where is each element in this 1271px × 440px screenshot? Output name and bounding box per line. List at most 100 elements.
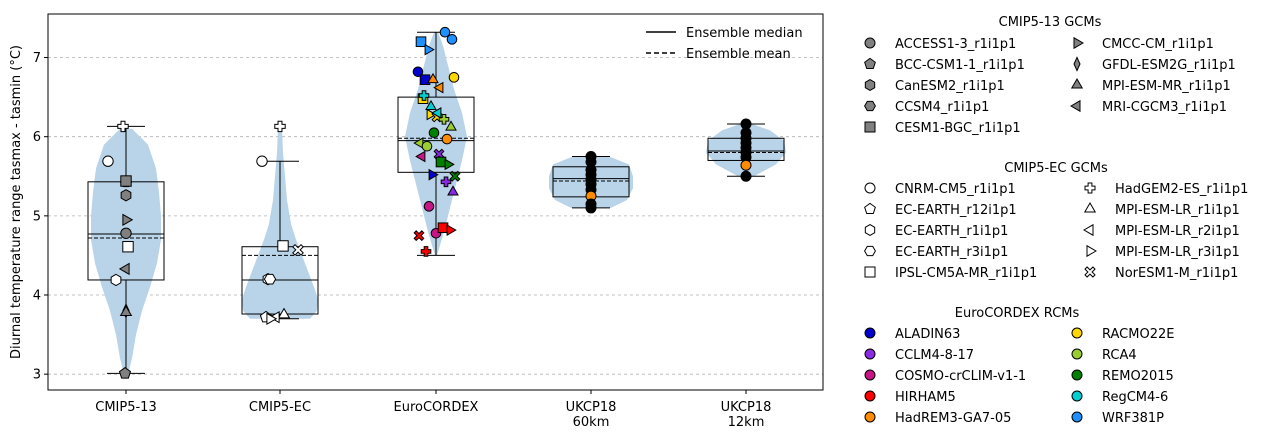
point-ukcp18-12km	[740, 159, 752, 171]
y-tick-label: 7	[33, 51, 41, 66]
point-CESM1-BGC_r1i1p1	[120, 175, 132, 187]
point-BCC-CSM1-1_r1i1p1	[118, 366, 132, 379]
legend-3: EuroCORDEX RCMs ALADIN63 CCLM4-8-17 COSMO-c…	[864, 306, 1174, 426]
point-REMO2015	[428, 127, 440, 139]
point-RCA4	[445, 120, 457, 131]
legend-label: MPI-ESM-LR_r2i1p1	[1115, 224, 1240, 239]
mean-legend-label: Ensemble mean	[686, 47, 791, 62]
point-ALADIN63	[412, 66, 424, 78]
data-points	[102, 26, 752, 379]
legend-label: CMCC-CM_r1i1p1	[1102, 37, 1214, 52]
legend-marker	[1070, 78, 1084, 89]
legend-label: CanESM2_r1i1p1	[895, 79, 1005, 94]
point-RegCM4-6	[431, 107, 442, 119]
legend-marker	[1070, 99, 1081, 113]
legend-marker	[1084, 182, 1096, 194]
legend-label: HadREM3-GA7-05	[895, 411, 1011, 426]
legend-marker	[864, 369, 876, 381]
legend-label: CNRM-CM5_r1i1p1	[895, 182, 1016, 197]
legend-label: REMO2015	[1102, 369, 1174, 384]
legend-marker	[864, 79, 876, 91]
point-HadREM3-GA7-05	[441, 133, 453, 145]
legend-label: COSMO-crCLIM-v1-1	[895, 369, 1026, 384]
x-tick-label: EuroCORDEX	[394, 400, 479, 415]
point-COSMO-crCLIM-v1-1	[423, 201, 435, 212]
point-REMO2015	[449, 170, 461, 182]
point-RegCM4-6	[418, 90, 430, 101]
point-IPSL-CM5A-MR_r1i1p1	[277, 240, 289, 252]
point-CCLM4-8-17	[440, 176, 452, 188]
box	[397, 96, 475, 173]
legend-label: BCC-CSM1-1_r1i1p1	[895, 58, 1025, 73]
y-tick-label: 5	[33, 209, 41, 224]
point-WRF381P	[415, 36, 427, 48]
legend-marker	[864, 390, 876, 402]
legend-marker	[864, 411, 876, 423]
ensemble-legend: Ensemble median Ensemble mean	[646, 26, 803, 62]
point-WRF381P	[439, 26, 451, 38]
point-REMO2015	[435, 156, 447, 168]
legend-label: RACMO22E	[1102, 327, 1174, 342]
y-tick-label: 4	[33, 289, 41, 304]
legend-marker	[1073, 56, 1081, 72]
legend-label: CCSM4_r1i1p1	[895, 100, 989, 115]
legend-marker	[1071, 390, 1083, 402]
x-tick-label: CMIP5-EC	[249, 400, 311, 415]
y-axis-label: Diurnal temperature range tasmax - tasmi…	[9, 45, 24, 359]
point-MPI-ESM-MR_r1i1p1	[119, 305, 133, 317]
point-CCLM4-8-17	[447, 185, 459, 196]
point-HadREM3-GA7-05	[433, 81, 444, 94]
legend-label: MPI-ESM-MR_r1i1p1	[1102, 79, 1231, 94]
point-MPI-ESM-LR_r3i1p1	[266, 312, 278, 325]
legend-title: CMIP5-EC GCMs	[1004, 161, 1108, 176]
legend-label: CESM1-BGC_r1i1p1	[895, 121, 1021, 136]
point-ukcp18-12km	[740, 170, 752, 182]
point-RCA4	[421, 140, 433, 152]
legend-title: CMIP5-13 GCMs	[999, 15, 1102, 30]
legend-label: EC-EARTH_r3i1p1	[895, 245, 1008, 260]
legend-label: NorESM1-M_r1i1p1	[1115, 266, 1238, 281]
legend-label: ACCESS1-3_r1i1p1	[895, 37, 1016, 52]
point-HadGEM2-ES_r1i1p1	[117, 120, 129, 133]
legend-1: CMIP5-13 GCMs ACCESS1-3_r1i1p1 BCC-CSM1-1_…	[864, 15, 1236, 136]
legend-label: MPI-ESM-LR_r1i1p1	[1115, 203, 1240, 218]
y-axis: 3 4 5 6 7 Diurnal temperature range tasmax - …	[9, 45, 48, 383]
legend-2: CMIP5-EC GCMs CNRM-CM5_r1i1p1 EC-EARTH_r12…	[864, 161, 1248, 281]
point-CMCC-CM_r1i1p1	[122, 213, 134, 227]
legend-marker	[864, 202, 876, 215]
legend-marker	[864, 100, 876, 112]
point-HIRHAM5	[446, 224, 457, 236]
legend-label: ALADIN63	[895, 327, 960, 342]
legend-marker	[864, 57, 876, 70]
legend-marker	[864, 245, 876, 257]
legend-marker	[1071, 411, 1083, 423]
legend-marker	[864, 182, 876, 194]
legend-marker	[1073, 36, 1084, 50]
legend-label: EC-EARTH_r1i1p1	[895, 224, 1008, 239]
x-tick-label: UKCP18	[721, 400, 772, 415]
median-legend-label: Ensemble median	[686, 26, 803, 41]
legend-label: HIRHAM5	[895, 390, 956, 405]
legend-label: MPI-ESM-LR_r3i1p1	[1115, 245, 1240, 260]
point-RACMO22E	[426, 108, 437, 121]
x-axis: CMIP5-13 CMIP5-EC EuroCORDEX UKCP1860kmUKCP…	[95, 390, 771, 430]
y-tick-label: 3	[33, 368, 41, 383]
point-HIRHAM5	[420, 246, 432, 257]
point-NorESM1-M_r1i1p1	[292, 243, 304, 256]
legend-marker	[1071, 327, 1083, 339]
legend-marker	[864, 121, 876, 133]
legend-marker	[1086, 244, 1097, 258]
point-HadREM3-GA7-05	[427, 72, 439, 84]
legend-marker	[864, 266, 876, 278]
legend-marker	[1084, 266, 1096, 278]
point-EC-EARTH_r3i1p1	[263, 273, 277, 285]
legend-marker	[1071, 348, 1083, 360]
point-WRF381P	[446, 34, 458, 45]
violin-3	[405, 32, 467, 256]
legend-label: GFDL-ESM2G_r1i1p1	[1102, 58, 1236, 73]
point-MPI-ESM-LR_r1i1p1	[277, 307, 291, 319]
point-IPSL-CM5A-MR_r1i1p1	[122, 241, 134, 253]
point-ACCESS1-3_r1i1p1	[120, 227, 132, 239]
legend-marker	[864, 224, 876, 236]
legend-marker	[1071, 369, 1083, 381]
